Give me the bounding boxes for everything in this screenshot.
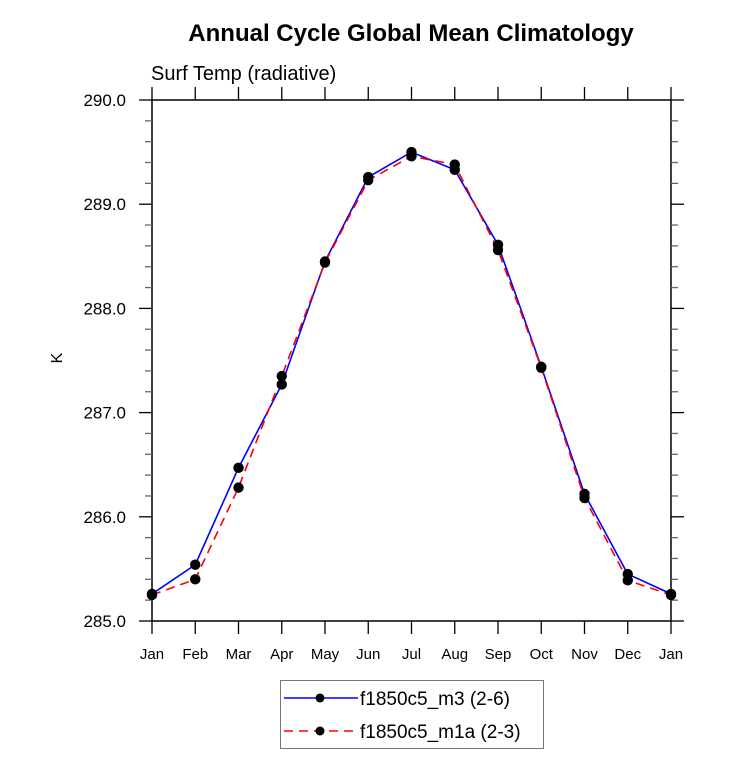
legend-box (280, 680, 544, 749)
y-tick-label: 287.0 (83, 404, 126, 423)
x-tick-label: Jun (356, 646, 380, 663)
data-point (449, 159, 460, 170)
legend-label-1: f1850c5_m3 (2-6) (360, 689, 510, 710)
chart-subtitle: Surf Temp (radiative) (151, 63, 336, 85)
axes (139, 87, 684, 634)
data-point (233, 482, 244, 493)
legend-marker-1 (315, 693, 325, 703)
data-point (190, 574, 201, 585)
x-tick-label: Oct (530, 646, 554, 663)
data-point (190, 559, 201, 570)
data-point (492, 244, 504, 256)
x-tick-label: Dec (614, 646, 641, 663)
x-tick-label: Apr (270, 646, 293, 663)
data-point (363, 175, 374, 186)
x-tick-label: Jan (659, 646, 683, 663)
x-tick-labels: Jan Feb Mar Apr May Jun Jul Aug Sep Oct Nov Dec Jan (140, 646, 683, 663)
y-tick-label: 290.0 (83, 91, 126, 110)
y-axis-label: K (49, 352, 66, 363)
x-tick-label: Jul (402, 646, 421, 663)
y-tick-label: 288.0 (83, 299, 126, 318)
data-point (233, 462, 244, 474)
data-point (406, 151, 417, 162)
data-point (536, 362, 547, 373)
y-tick-label: 285.0 (83, 612, 126, 631)
x-tick-label: Feb (182, 646, 208, 663)
x-tick-label: Nov (571, 646, 598, 663)
data-point (276, 370, 287, 382)
x-tick-label: Sep (485, 646, 512, 663)
chart-title: Annual Cycle Global Mean Climatology (188, 20, 634, 47)
series-line-2 (151, 155, 672, 596)
y-tick-label: 289.0 (83, 195, 126, 214)
data-point (579, 492, 590, 504)
legend-marker-2 (315, 726, 325, 736)
y-tick-label: 286.0 (83, 508, 126, 527)
legend-label-2: f1850c5_m1a (2-3) (360, 722, 521, 743)
data-point (276, 379, 287, 390)
legend: f1850c5_m3 (2-6) f1850c5_m1a (2-3) (280, 680, 544, 749)
data-point (319, 257, 331, 268)
x-tick-label: May (311, 646, 340, 663)
x-tick-label: Mar (226, 646, 252, 663)
series-layer (146, 146, 677, 601)
y-tick-labels: 285.0 286.0 287.0 288.0 289.0 290.0 (83, 91, 126, 631)
data-point (622, 575, 633, 586)
x-tick-label: Jan (140, 646, 164, 663)
plot-frame (151, 99, 672, 622)
data-point (665, 589, 677, 601)
data-point (146, 589, 158, 601)
series-line-1 (151, 151, 672, 595)
x-tick-label: Aug (441, 646, 468, 663)
